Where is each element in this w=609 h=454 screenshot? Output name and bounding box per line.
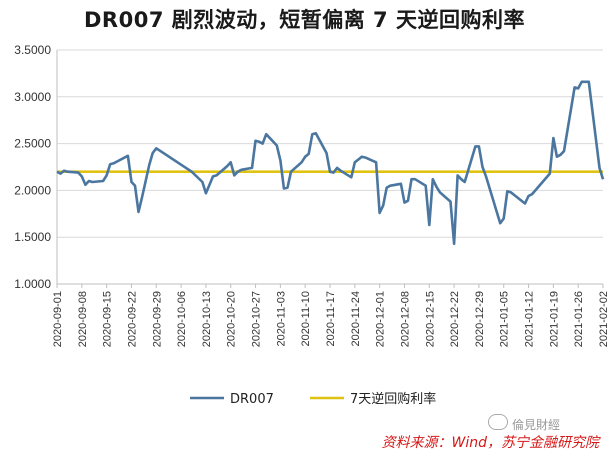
x-tick-label: 2020-09-08 bbox=[77, 291, 89, 347]
x-tick-label: 2021-01-05 bbox=[499, 291, 511, 347]
x-tick-label: 2020-11-24 bbox=[350, 291, 362, 346]
x-tick-label: 2020-09-01 bbox=[52, 291, 64, 347]
x-tick-label: 2020-12-08 bbox=[399, 291, 411, 347]
chart-title: DR007 剧烈波动，短暂偏离 7 天逆回购利率 bbox=[84, 8, 525, 32]
legend-item-dr007-label: DR007 bbox=[230, 392, 274, 407]
source-note: 资料来源：Wind，苏宁金融研究院 bbox=[381, 435, 600, 451]
x-tick-label: 2021-01-12 bbox=[524, 291, 536, 347]
x-tick-label: 2020-11-03 bbox=[275, 291, 287, 346]
y-tick-label: 3.5000 bbox=[14, 43, 51, 57]
x-tick-label: 2020-12-01 bbox=[375, 291, 387, 347]
x-tick-label: 2020-11-17 bbox=[325, 291, 337, 346]
x-tick-label: 2021-02-02 bbox=[598, 291, 609, 347]
x-tick-label: 2020-10-13 bbox=[201, 291, 213, 347]
legend: DR007 7天逆回购利率 bbox=[190, 391, 436, 407]
x-tick-label: 2020-12-22 bbox=[449, 291, 461, 347]
y-axis: 1.0000 1.5000 2.0000 2.5000 3.0000 3.5000 bbox=[14, 43, 58, 291]
x-tick-label: 2020-10-20 bbox=[226, 291, 238, 347]
x-tick-label: 2020-09-29 bbox=[151, 291, 163, 347]
y-tick-label: 3.0000 bbox=[14, 90, 51, 104]
legend-item-reverse-repo-label: 7天逆回购利率 bbox=[350, 391, 436, 407]
x-tick-label: 2021-01-26 bbox=[573, 291, 585, 347]
y-tick-label: 2.0000 bbox=[14, 183, 51, 197]
dr007-line bbox=[56, 80, 605, 246]
series-layer bbox=[56, 80, 605, 246]
x-tick-label: 2020-09-22 bbox=[126, 291, 138, 347]
watermark: 倫見財經 bbox=[512, 418, 561, 432]
x-tick-label: 2020-10-27 bbox=[251, 291, 263, 347]
y-tick-label: 2.5000 bbox=[14, 137, 51, 151]
x-tick-label: 2020-12-29 bbox=[474, 291, 486, 347]
x-axis: 2020-09-01 2020-09-08 2020-09-15 2020-09-22… bbox=[52, 283, 609, 347]
x-tick-label: 2020-11-10 bbox=[300, 291, 312, 346]
x-tick-label: 2020-09-15 bbox=[102, 291, 114, 347]
y-tick-label: 1.5000 bbox=[14, 230, 51, 244]
x-tick-label: 2021-01-19 bbox=[548, 291, 560, 347]
x-tick-label: 2020-10-06 bbox=[176, 291, 188, 347]
x-tick-label: 2020-12-15 bbox=[424, 291, 436, 347]
y-tick-label: 1.0000 bbox=[14, 277, 51, 291]
wechat-icon bbox=[488, 414, 508, 430]
